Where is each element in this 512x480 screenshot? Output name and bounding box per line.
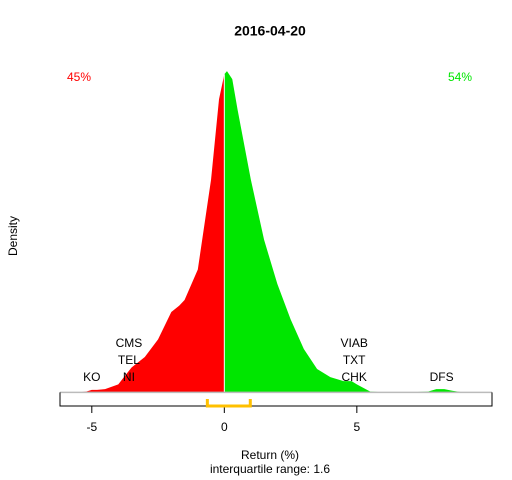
y-axis-label: Density — [6, 216, 20, 256]
x-tick-label: 0 — [221, 420, 228, 434]
stock-label: DFS — [430, 370, 454, 384]
left-share: 45% — [67, 70, 91, 84]
stock-label: CMS — [116, 336, 143, 350]
density-area — [60, 74, 225, 393]
axis-box — [59, 392, 493, 407]
subtitle: interquartile range: 1.6 — [210, 462, 330, 476]
chart-title: 2016-04-20 — [234, 23, 306, 39]
density-area — [224, 71, 492, 393]
stock-label: TXT — [343, 353, 366, 367]
stock-label: CHK — [342, 370, 367, 384]
stock-label: TEL — [118, 353, 140, 367]
right-share: 54% — [448, 70, 472, 84]
x-axis-label: Return (%) — [241, 448, 299, 462]
stock-label: NI — [123, 370, 135, 384]
stock-label: KO — [83, 370, 100, 384]
iqr-bracket — [205, 399, 252, 408]
stock-label: VIAB — [341, 336, 368, 350]
x-tick-label: -5 — [86, 420, 97, 434]
x-tick-label: 5 — [353, 420, 360, 434]
